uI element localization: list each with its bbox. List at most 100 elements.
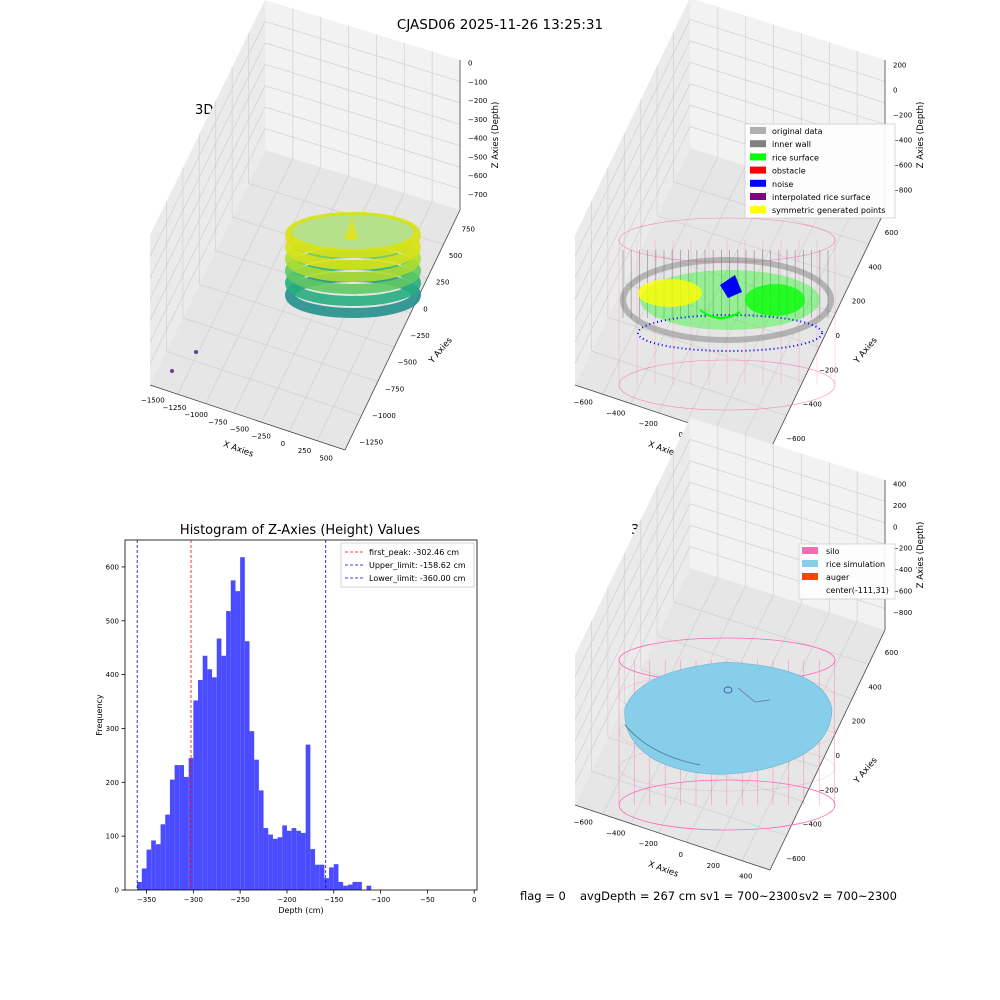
histogram-bar xyxy=(146,849,152,890)
plot4-x-tick-label: −200 xyxy=(639,840,658,848)
plot1-y-axis-line xyxy=(344,209,461,451)
plot3-y-tick-label: 400 xyxy=(106,671,119,679)
plot2-legend-frame xyxy=(744,123,896,219)
histogram-bar xyxy=(333,864,339,890)
histogram-bar xyxy=(207,669,213,890)
plot4-grid xyxy=(574,503,691,741)
histogram-bar xyxy=(160,824,166,890)
plot3-x-tick-label: −300 xyxy=(184,896,203,904)
plot3-legend-label: first_peak: -302.46 cm xyxy=(369,548,459,557)
plot2-legend-swatch xyxy=(750,193,766,200)
plot2-y-tick-label: −200 xyxy=(819,366,838,374)
plot2-y-tick-label: 400 xyxy=(868,263,881,271)
plot4-grid xyxy=(574,439,691,677)
plot3-legend-label: Upper_limit: -158.62 cm xyxy=(369,561,466,570)
plot4-y-tick-label: 200 xyxy=(852,718,865,726)
plot1-grid xyxy=(264,85,461,147)
footer-flag: flag = 0 xyxy=(520,889,566,903)
plot1-x-tick-label: −500 xyxy=(230,426,249,434)
plot4-rice-surface xyxy=(624,661,833,775)
plot2-noise-ring xyxy=(637,314,823,352)
plot2-legend-label: inner wall xyxy=(772,140,811,149)
histogram-bar xyxy=(338,881,344,890)
plot1-y-tick-label: −1000 xyxy=(372,412,396,420)
histogram-bar xyxy=(226,611,231,890)
histogram-bar xyxy=(291,828,297,890)
plot4-x-axis-label: X Axies xyxy=(647,860,680,880)
histogram-bar xyxy=(258,790,264,890)
plot1-grid xyxy=(149,128,266,364)
plot4-legend-label: silo xyxy=(826,547,840,556)
histogram-bar xyxy=(272,838,278,890)
histogram-bar xyxy=(183,776,189,890)
plot2-grid xyxy=(689,40,886,104)
plot2-grid xyxy=(574,104,691,343)
plot2-y-tick-label: 0 xyxy=(836,332,840,340)
histogram-bar xyxy=(151,840,156,890)
plot2-legend-label: obstacle xyxy=(772,167,806,176)
plot1-z-tick-label: −600 xyxy=(468,172,487,180)
plot4-z-tick-label: 400 xyxy=(893,480,906,488)
plot2-grid xyxy=(689,61,886,125)
footer-sv1: sv1 = 700~2300 xyxy=(700,889,798,903)
plot2-grid xyxy=(574,83,691,321)
histogram-bar xyxy=(235,591,241,890)
plot2-x-tick-label: 0 xyxy=(679,431,683,439)
plot2-y-axis-line xyxy=(769,209,886,451)
histogram-bar xyxy=(137,881,142,890)
plot4-legend: silo rice simulation auger center(-111,31) xyxy=(798,543,896,600)
plot4-y-tick-label: −400 xyxy=(803,821,822,829)
plot4-center-marker xyxy=(723,686,733,694)
histogram-bar xyxy=(347,884,353,890)
plot2-legend-label: interpolated rice surface xyxy=(772,193,870,202)
plot2-inner-wall-band xyxy=(620,257,834,343)
histogram-bar xyxy=(254,759,259,890)
plot3-title: Histogram of Z-Axies (Height) Values xyxy=(179,523,421,538)
plot2-legend-swatch xyxy=(750,179,766,187)
plot4-y-axis-label: Y Axies xyxy=(852,755,880,786)
plot4-grid xyxy=(673,601,869,665)
plot1-center-peak xyxy=(344,218,358,240)
plot2-z-tick-label: −600 xyxy=(893,162,912,170)
footer-avg-depth: avgDepth = 267 cm xyxy=(580,889,697,903)
plot4-legend-label: center(-111,31) xyxy=(826,586,889,595)
plot3-legend-label: Lower_limit: -360.00 cm xyxy=(369,574,466,583)
plot1-grid xyxy=(149,85,266,321)
plot4-y-tick-label: −200 xyxy=(819,786,838,794)
plot1-y-tick-label: 500 xyxy=(449,252,462,260)
plot4-z-tick-label: −400 xyxy=(893,566,912,574)
histogram-bar xyxy=(212,677,217,890)
plot1-z-tick-label: −200 xyxy=(468,97,487,105)
plot1-x-axis-label: X Axies xyxy=(222,440,255,460)
plot2-legend-swatch xyxy=(750,127,766,134)
plot1-z-tick-label: −700 xyxy=(468,191,487,199)
plot1-grid xyxy=(264,128,461,189)
plot3-y-tick-label: 500 xyxy=(106,617,119,625)
histogram-bar xyxy=(216,638,222,890)
plot2-rice-surface-dense xyxy=(745,284,805,316)
plot2-z-tick-label: −400 xyxy=(893,137,912,145)
histogram-bar xyxy=(329,867,334,890)
plot1-x-tick-label: 250 xyxy=(298,447,311,455)
plot2-grid xyxy=(574,40,691,279)
plot3-x-tick-label: −350 xyxy=(137,896,156,904)
plot1-y-tick-label: 250 xyxy=(436,279,449,287)
plot1-z-tick-label: −300 xyxy=(468,116,487,124)
histogram-bar xyxy=(352,881,358,890)
plot1-grid xyxy=(149,64,266,300)
plot4-z-tick-label: 200 xyxy=(893,502,906,510)
plot2-pane-left xyxy=(575,0,690,385)
histogram-bar xyxy=(202,655,208,890)
plot4-x-tick-label: 400 xyxy=(739,873,752,881)
plot2-grid xyxy=(686,183,802,423)
plot1-raw-scatter3d: −1500−1250−1000−750−500−2500250500−1250−… xyxy=(141,0,501,462)
histogram-bar xyxy=(165,814,170,890)
plot3-x-tick-label: −150 xyxy=(324,896,343,904)
histogram-bar xyxy=(277,837,283,890)
plot2-grid xyxy=(574,126,691,364)
plot2-y-tick-label: −600 xyxy=(786,435,805,443)
plot2-y-tick-label: 200 xyxy=(852,298,865,306)
plot4-x-tick-label: −400 xyxy=(606,829,625,837)
histogram-bar xyxy=(301,832,306,890)
plot2-rice-swirl xyxy=(699,309,741,319)
